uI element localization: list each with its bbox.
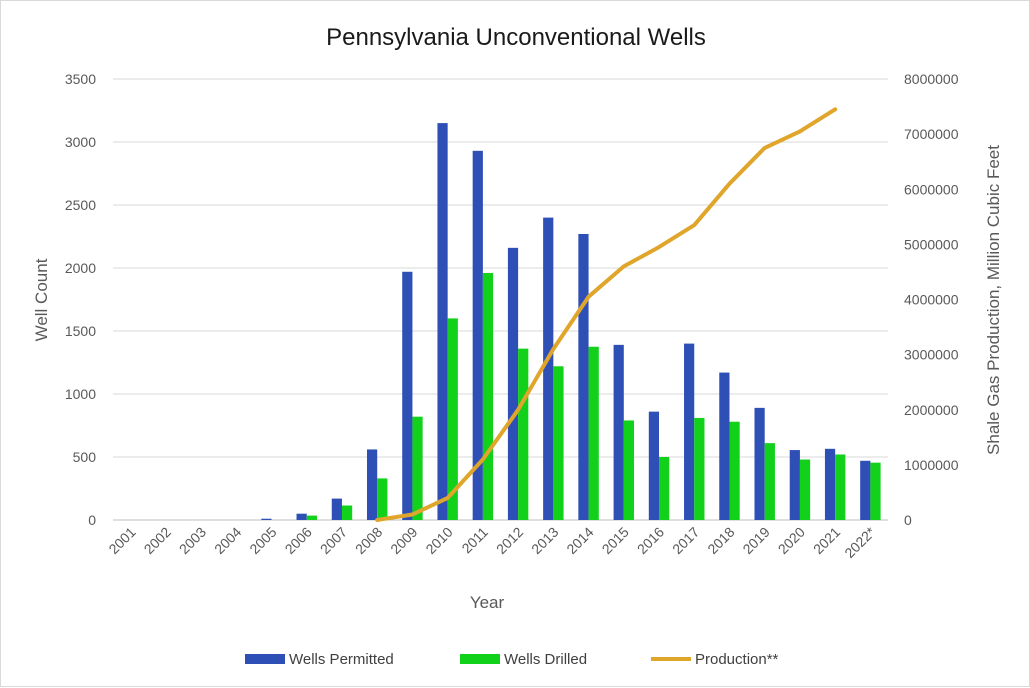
x-tick-label: 2010 — [422, 524, 455, 557]
y-tick-label: 0 — [88, 512, 96, 528]
bar-wells-drilled — [341, 505, 353, 520]
y2-tick-label: 3000000 — [904, 347, 959, 363]
x-tick-label: 2011 — [458, 524, 491, 557]
legend-label: Wells Permitted — [289, 651, 394, 668]
x-tick-label: 2021 — [810, 524, 843, 557]
x-tick-label: 2017 — [669, 524, 702, 557]
bar-wells-permitted — [472, 150, 483, 520]
x-tick-label: 2008 — [352, 524, 385, 557]
bar-wells-drilled — [799, 459, 811, 520]
bar-wells-permitted — [543, 217, 554, 520]
bar-wells-permitted — [402, 271, 413, 520]
y2-tick-label: 4000000 — [904, 292, 959, 308]
bar-wells-drilled — [447, 318, 458, 520]
x-tick-label: 2012 — [493, 524, 526, 557]
y2-tick-label: 8000000 — [904, 71, 959, 87]
bar-wells-permitted — [331, 498, 342, 520]
y-tick-label: 3500 — [65, 71, 96, 87]
bar-wells-drilled — [518, 348, 529, 520]
legend: Wells Permitted Wells Drilled Production** — [245, 651, 779, 668]
bar-wells-permitted — [648, 411, 660, 520]
x-tick-label: 2005 — [246, 524, 279, 557]
x-axis-ticks: 2001 2002 2003 2004 2005 2006 2007 2008 2009 2010… — [105, 523, 879, 561]
y-tick-label: 2500 — [65, 197, 96, 213]
bar-wells-permitted — [754, 407, 765, 520]
x-tick-label: 2014 — [563, 524, 596, 557]
production-line-group — [375, 107, 838, 522]
x-tick-label: 2013 — [528, 524, 561, 557]
x-tick-label: 2015 — [599, 524, 632, 557]
legend-label: Wells Drilled — [504, 651, 587, 668]
x-tick-label: 2019 — [739, 524, 772, 557]
bar-wells-permitted — [824, 448, 836, 520]
x-tick-label: 2007 — [317, 524, 350, 557]
y2-tick-label: 0 — [904, 512, 912, 528]
x-axis-label: Year — [470, 593, 505, 612]
legend-swatch — [460, 654, 500, 664]
y2-axis-label: Shale Gas Production, Million Cubic Feet — [984, 145, 1003, 455]
y2-tick-label: 2000000 — [904, 402, 959, 418]
bar-wells-drilled — [482, 273, 494, 520]
bar-wells-permitted — [366, 449, 378, 520]
left-y-axis-ticks: 0 500 1000 1500 2000 2500 3000 3500 — [65, 71, 96, 528]
x-tick-label: 2002 — [141, 524, 174, 557]
bar-wells-permitted — [684, 343, 695, 520]
bar-wells-drilled — [835, 454, 846, 520]
bar-wells-drilled — [729, 421, 740, 520]
x-tick-label: 2001 — [105, 524, 138, 557]
x-tick-label: 2009 — [387, 524, 420, 557]
legend-label: Production** — [695, 651, 779, 668]
x-tick-label: 2006 — [282, 524, 315, 557]
legend-swatch — [245, 654, 285, 664]
y2-tick-label: 7000000 — [904, 126, 959, 142]
y-tick-label: 1000 — [65, 386, 96, 402]
bar-wells-permitted — [296, 513, 307, 520]
bar-wells-drilled — [870, 462, 881, 520]
bar-wells-drilled — [588, 346, 599, 520]
bar-wells-drilled — [306, 515, 317, 520]
y-tick-label: 3000 — [65, 134, 96, 150]
bar-wells-permitted — [578, 233, 589, 521]
bar-wells-drilled — [553, 366, 564, 520]
chart-title: Pennsylvania Unconventional Wells — [326, 24, 706, 51]
y-tick-label: 2000 — [65, 260, 96, 276]
bar-wells-drilled — [694, 417, 705, 520]
bar-wells-drilled — [377, 478, 388, 520]
bar-wells-drilled — [623, 420, 635, 520]
bar-wells-permitted — [860, 460, 871, 520]
x-tick-label: 2018 — [704, 524, 737, 557]
x-tick-label: 2022* — [841, 523, 879, 561]
y-tick-label: 1500 — [65, 323, 96, 339]
right-y-axis-ticks: 0 1000000 2000000 3000000 4000000 5000000 6000… — [904, 71, 959, 528]
y2-tick-label: 5000000 — [904, 236, 959, 252]
bar-wells-permitted — [261, 518, 272, 520]
gridlines — [113, 78, 888, 521]
x-tick-label: 2004 — [211, 524, 244, 557]
x-tick-label: 2003 — [176, 524, 209, 557]
bar-wells-drilled — [764, 443, 775, 520]
y2-tick-label: 6000000 — [904, 181, 959, 197]
production-line — [375, 107, 838, 522]
bar-wells-permitted — [437, 123, 448, 520]
bar-wells-permitted — [719, 372, 730, 520]
x-tick-label: 2020 — [775, 524, 808, 557]
bar-wells-permitted — [507, 247, 519, 520]
bar-wells-drilled — [412, 416, 423, 520]
y-tick-label: 500 — [73, 449, 97, 465]
bars-group — [261, 123, 881, 521]
x-tick-label: 2016 — [634, 524, 667, 557]
bar-wells-permitted — [789, 450, 800, 520]
y-axis-label: Well Count — [32, 258, 51, 341]
y2-tick-label: 1000000 — [904, 457, 959, 473]
bar-wells-drilled — [659, 457, 670, 520]
bar-wells-permitted — [613, 344, 624, 520]
